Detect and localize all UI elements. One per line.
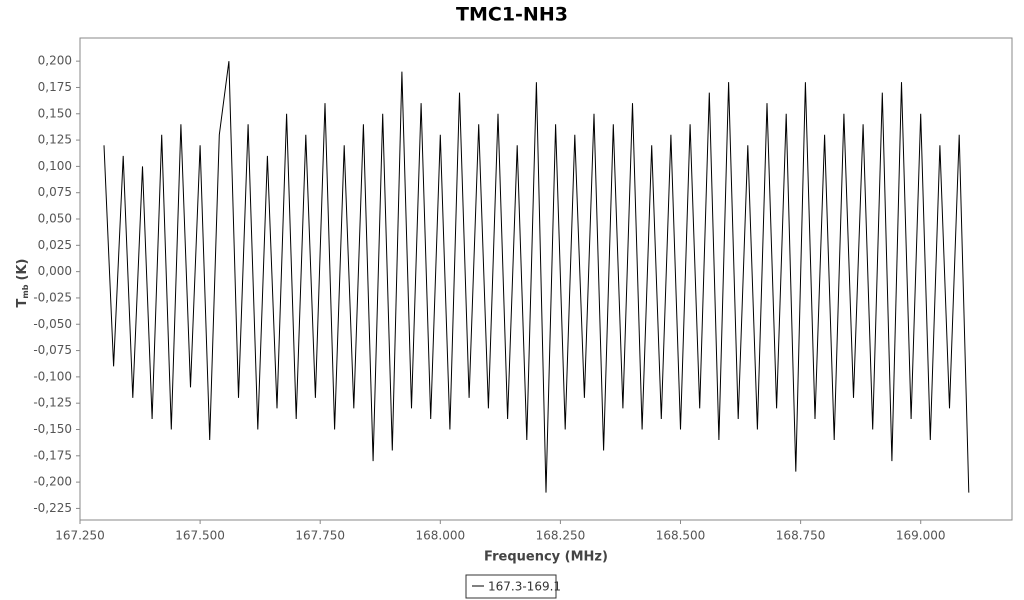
y-tick-label: -0,100 — [33, 369, 72, 383]
y-tick-label: 0,150 — [38, 106, 72, 120]
y-label-unit: (K) — [15, 259, 30, 281]
y-label-symbol: T — [15, 298, 30, 307]
y-tick-label: 0,200 — [38, 54, 72, 68]
x-tick-label: 168.250 — [536, 529, 586, 543]
y-tick-label: 0,075 — [38, 185, 72, 199]
y-tick-label: -0,050 — [33, 317, 72, 331]
y-tick-label: -0,175 — [33, 448, 72, 462]
y-tick-label: -0,200 — [33, 475, 72, 489]
y-tick-label: -0,150 — [33, 422, 72, 436]
x-tick-label: 168.750 — [776, 529, 826, 543]
y-tick-label: -0,225 — [33, 501, 72, 515]
x-tick-label: 168.500 — [656, 529, 706, 543]
y-tick-label: -0,075 — [33, 343, 72, 357]
chart-title: TMC1-NH3 — [456, 4, 568, 26]
y-tick-label: 0,050 — [38, 212, 72, 226]
x-axis-label: Frequency (MHz) — [484, 550, 608, 565]
series-line — [103, 61, 970, 493]
y-tick-label: -0,125 — [33, 396, 72, 410]
legend — [465, 574, 557, 599]
x-tick-label: 167.500 — [175, 529, 225, 543]
y-tick-label: 0,000 — [38, 264, 72, 278]
x-tick-label: 169.000 — [896, 529, 946, 543]
x-tick-label: 168.000 — [415, 529, 465, 543]
legend-label: 167.3-169.1 — [488, 580, 561, 594]
y-tick-label: 0,025 — [38, 238, 72, 252]
y-axis-label: Tmb (K) — [15, 259, 30, 308]
y-tick-label: 0,175 — [38, 80, 72, 94]
plot-area — [79, 37, 1013, 521]
y-tick-label: -0,025 — [33, 290, 72, 304]
y-tick-label: 0,125 — [38, 133, 72, 147]
y-tick-label: 0,100 — [38, 159, 72, 173]
y-label-subscript: mb — [21, 284, 30, 298]
x-tick-label: 167.250 — [55, 529, 105, 543]
x-tick-label: 167.750 — [295, 529, 345, 543]
